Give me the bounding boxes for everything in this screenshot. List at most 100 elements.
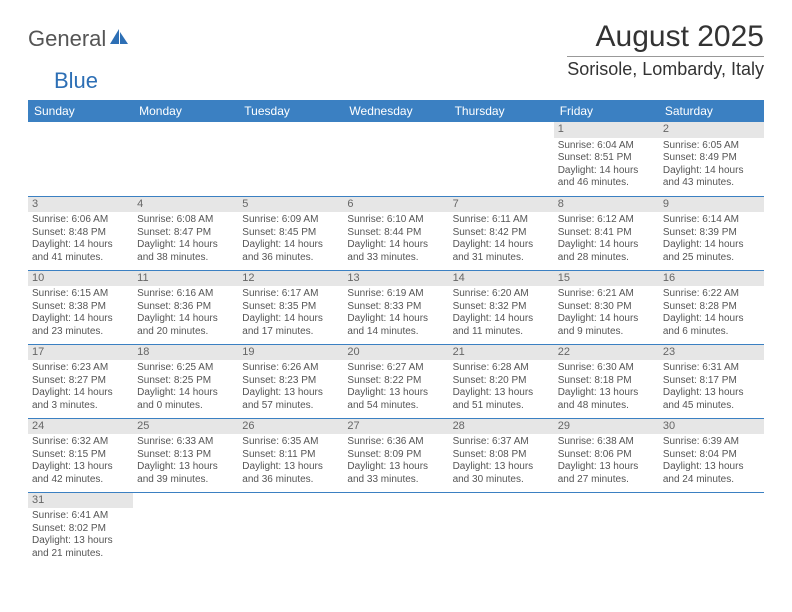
day-cell: 7Sunrise: 6:11 AMSunset: 8:42 PMDaylight… <box>449 196 554 270</box>
day-number: 31 <box>28 493 133 509</box>
sunset-text: Sunset: 8:04 PM <box>663 449 760 462</box>
day-number: 23 <box>659 345 764 361</box>
daylight-text: Daylight: 14 hours and 20 minutes. <box>137 313 234 338</box>
sunset-text: Sunset: 8:33 PM <box>347 301 444 314</box>
sunset-text: Sunset: 8:23 PM <box>242 375 339 388</box>
daylight-text: Daylight: 13 hours and 36 minutes. <box>242 461 339 486</box>
sunrise-text: Sunrise: 6:35 AM <box>242 436 339 449</box>
day-number: 5 <box>238 197 343 213</box>
sunrise-text: Sunrise: 6:31 AM <box>663 362 760 375</box>
sunset-text: Sunset: 8:51 PM <box>558 152 655 165</box>
day-number: 12 <box>238 271 343 287</box>
day-cell: 14Sunrise: 6:20 AMSunset: 8:32 PMDayligh… <box>449 270 554 344</box>
day-number: 16 <box>659 271 764 287</box>
daylight-text: Daylight: 14 hours and 14 minutes. <box>347 313 444 338</box>
sunset-text: Sunset: 8:02 PM <box>32 523 129 536</box>
day-number: 18 <box>133 345 238 361</box>
day-cell: 16Sunrise: 6:22 AMSunset: 8:28 PMDayligh… <box>659 270 764 344</box>
day-cell: 27Sunrise: 6:36 AMSunset: 8:09 PMDayligh… <box>343 418 448 492</box>
day-cell: 1Sunrise: 6:04 AMSunset: 8:51 PMDaylight… <box>554 122 659 196</box>
weekday-header: Sunday <box>28 100 133 122</box>
sunrise-text: Sunrise: 6:08 AM <box>137 214 234 227</box>
daylight-text: Daylight: 13 hours and 39 minutes. <box>137 461 234 486</box>
sunset-text: Sunset: 8:32 PM <box>453 301 550 314</box>
day-cell: 17Sunrise: 6:23 AMSunset: 8:27 PMDayligh… <box>28 344 133 418</box>
weekday-header: Friday <box>554 100 659 122</box>
daylight-text: Daylight: 14 hours and 3 minutes. <box>32 387 129 412</box>
sunset-text: Sunset: 8:20 PM <box>453 375 550 388</box>
day-number: 3 <box>28 197 133 213</box>
sunrise-text: Sunrise: 6:30 AM <box>558 362 655 375</box>
sunrise-text: Sunrise: 6:11 AM <box>453 214 550 227</box>
logo: General <box>28 26 130 52</box>
sunset-text: Sunset: 8:08 PM <box>453 449 550 462</box>
week-row: 31Sunrise: 6:41 AMSunset: 8:02 PMDayligh… <box>28 492 764 566</box>
week-row: 17Sunrise: 6:23 AMSunset: 8:27 PMDayligh… <box>28 344 764 418</box>
day-cell: 3Sunrise: 6:06 AMSunset: 8:48 PMDaylight… <box>28 196 133 270</box>
day-number: 28 <box>449 419 554 435</box>
weekday-header: Monday <box>133 100 238 122</box>
day-cell: 10Sunrise: 6:15 AMSunset: 8:38 PMDayligh… <box>28 270 133 344</box>
sunrise-text: Sunrise: 6:28 AM <box>453 362 550 375</box>
day-number: 11 <box>133 271 238 287</box>
day-number: 9 <box>659 197 764 213</box>
daylight-text: Daylight: 13 hours and 30 minutes. <box>453 461 550 486</box>
day-cell: 31Sunrise: 6:41 AMSunset: 8:02 PMDayligh… <box>28 492 133 566</box>
day-cell: 9Sunrise: 6:14 AMSunset: 8:39 PMDaylight… <box>659 196 764 270</box>
daylight-text: Daylight: 14 hours and 23 minutes. <box>32 313 129 338</box>
day-cell <box>343 122 448 196</box>
day-number: 15 <box>554 271 659 287</box>
day-number: 1 <box>554 122 659 138</box>
sunrise-text: Sunrise: 6:38 AM <box>558 436 655 449</box>
sunrise-text: Sunrise: 6:16 AM <box>137 288 234 301</box>
daylight-text: Daylight: 14 hours and 0 minutes. <box>137 387 234 412</box>
day-cell: 4Sunrise: 6:08 AMSunset: 8:47 PMDaylight… <box>133 196 238 270</box>
sunset-text: Sunset: 8:15 PM <box>32 449 129 462</box>
sunrise-text: Sunrise: 6:17 AM <box>242 288 339 301</box>
sunset-text: Sunset: 8:39 PM <box>663 227 760 240</box>
day-cell <box>133 492 238 566</box>
sunrise-text: Sunrise: 6:33 AM <box>137 436 234 449</box>
day-cell: 28Sunrise: 6:37 AMSunset: 8:08 PMDayligh… <box>449 418 554 492</box>
weekday-header: Thursday <box>449 100 554 122</box>
daylight-text: Daylight: 14 hours and 43 minutes. <box>663 165 760 190</box>
sunset-text: Sunset: 8:06 PM <box>558 449 655 462</box>
day-number: 27 <box>343 419 448 435</box>
daylight-text: Daylight: 13 hours and 51 minutes. <box>453 387 550 412</box>
weekday-header: Tuesday <box>238 100 343 122</box>
location-label: Sorisole, Lombardy, Italy <box>567 59 764 80</box>
sunset-text: Sunset: 8:41 PM <box>558 227 655 240</box>
sunrise-text: Sunrise: 6:21 AM <box>558 288 655 301</box>
week-row: 1Sunrise: 6:04 AMSunset: 8:51 PMDaylight… <box>28 122 764 196</box>
day-cell <box>449 122 554 196</box>
sunrise-text: Sunrise: 6:27 AM <box>347 362 444 375</box>
week-row: 10Sunrise: 6:15 AMSunset: 8:38 PMDayligh… <box>28 270 764 344</box>
day-number: 19 <box>238 345 343 361</box>
day-number: 22 <box>554 345 659 361</box>
day-number: 4 <box>133 197 238 213</box>
day-cell: 19Sunrise: 6:26 AMSunset: 8:23 PMDayligh… <box>238 344 343 418</box>
daylight-text: Daylight: 14 hours and 41 minutes. <box>32 239 129 264</box>
sunset-text: Sunset: 8:38 PM <box>32 301 129 314</box>
day-cell: 29Sunrise: 6:38 AMSunset: 8:06 PMDayligh… <box>554 418 659 492</box>
day-cell: 30Sunrise: 6:39 AMSunset: 8:04 PMDayligh… <box>659 418 764 492</box>
day-cell: 8Sunrise: 6:12 AMSunset: 8:41 PMDaylight… <box>554 196 659 270</box>
title-block: August 2025 Sorisole, Lombardy, Italy <box>567 20 764 80</box>
daylight-text: Daylight: 13 hours and 57 minutes. <box>242 387 339 412</box>
day-cell: 12Sunrise: 6:17 AMSunset: 8:35 PMDayligh… <box>238 270 343 344</box>
day-cell <box>449 492 554 566</box>
sunset-text: Sunset: 8:47 PM <box>137 227 234 240</box>
sunrise-text: Sunrise: 6:39 AM <box>663 436 760 449</box>
day-cell: 15Sunrise: 6:21 AMSunset: 8:30 PMDayligh… <box>554 270 659 344</box>
sunrise-text: Sunrise: 6:41 AM <box>32 510 129 523</box>
sunset-text: Sunset: 8:36 PM <box>137 301 234 314</box>
day-number: 20 <box>343 345 448 361</box>
daylight-text: Daylight: 14 hours and 6 minutes. <box>663 313 760 338</box>
day-cell: 24Sunrise: 6:32 AMSunset: 8:15 PMDayligh… <box>28 418 133 492</box>
daylight-text: Daylight: 13 hours and 24 minutes. <box>663 461 760 486</box>
daylight-text: Daylight: 13 hours and 27 minutes. <box>558 461 655 486</box>
day-cell: 25Sunrise: 6:33 AMSunset: 8:13 PMDayligh… <box>133 418 238 492</box>
sunset-text: Sunset: 8:48 PM <box>32 227 129 240</box>
sunrise-text: Sunrise: 6:37 AM <box>453 436 550 449</box>
day-cell: 26Sunrise: 6:35 AMSunset: 8:11 PMDayligh… <box>238 418 343 492</box>
